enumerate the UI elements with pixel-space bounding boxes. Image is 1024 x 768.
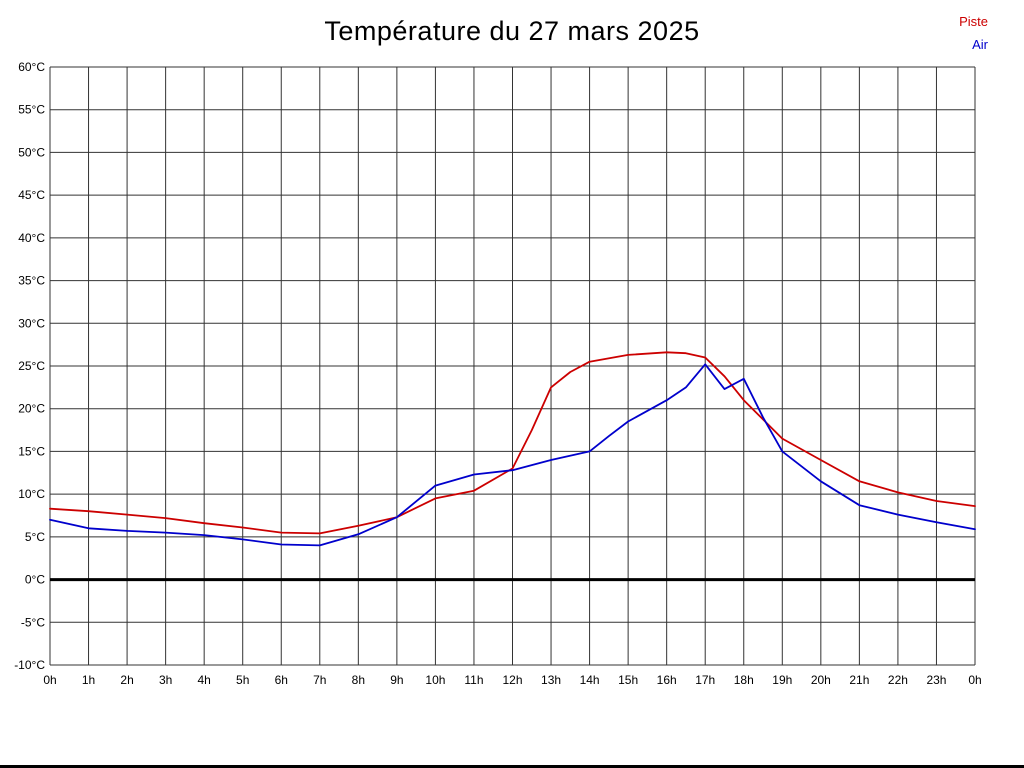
- y-tick-label: 25°C: [18, 359, 45, 373]
- x-tick-label: 7h: [313, 673, 326, 687]
- x-tick-label: 17h: [695, 673, 715, 687]
- y-tick-label: 40°C: [18, 231, 45, 245]
- x-tick-label: 14h: [580, 673, 600, 687]
- x-tick-label: 15h: [618, 673, 638, 687]
- x-tick-label: 21h: [849, 673, 869, 687]
- y-tick-label: 60°C: [18, 60, 45, 74]
- x-tick-label: 9h: [390, 673, 403, 687]
- y-tick-label: 55°C: [18, 103, 45, 117]
- x-tick-label: 16h: [657, 673, 677, 687]
- chart-legend: Piste Air: [959, 10, 988, 56]
- x-tick-label: 8h: [352, 673, 365, 687]
- series-line-piste: [49, 351, 976, 535]
- x-tick-label: 20h: [811, 673, 831, 687]
- bottom-border-line: [0, 765, 1024, 768]
- y-tick-label: 10°C: [18, 487, 45, 501]
- y-tick-label: 0°C: [25, 573, 45, 587]
- x-tick-label: 3h: [159, 673, 172, 687]
- chart-title: Température du 27 mars 2025: [324, 16, 700, 46]
- x-tick-label: 10h: [425, 673, 445, 687]
- x-tick-label: 13h: [541, 673, 561, 687]
- x-tick-label: 1h: [82, 673, 95, 687]
- x-tick-label: 2h: [120, 673, 133, 687]
- x-tick-label: 18h: [734, 673, 754, 687]
- x-tick-label: 11h: [464, 673, 483, 687]
- x-tick-label: 6h: [275, 673, 288, 687]
- y-tick-label: -10°C: [14, 658, 45, 672]
- y-tick-label: 30°C: [18, 316, 45, 330]
- y-tick-label: 35°C: [18, 274, 45, 288]
- series-line-air: [49, 363, 976, 547]
- x-tick-label: 0h: [968, 673, 981, 687]
- y-tick-label: 45°C: [18, 188, 45, 202]
- x-tick-label: 5h: [236, 673, 249, 687]
- legend-label-air: Air: [972, 37, 988, 52]
- x-tick-label: 12h: [502, 673, 522, 687]
- y-tick-label: 5°C: [25, 530, 45, 544]
- x-tick-label: 0h: [43, 673, 56, 687]
- y-tick-label: -5°C: [21, 615, 45, 629]
- x-tick-label: 22h: [888, 673, 908, 687]
- y-tick-label: 50°C: [18, 145, 45, 159]
- x-tick-label: 19h: [772, 673, 792, 687]
- x-tick-label: 23h: [926, 673, 946, 687]
- y-tick-label: 20°C: [18, 402, 45, 416]
- legend-label-piste: Piste: [959, 14, 988, 29]
- x-tick-label: 4h: [197, 673, 210, 687]
- y-tick-label: 15°C: [18, 444, 45, 458]
